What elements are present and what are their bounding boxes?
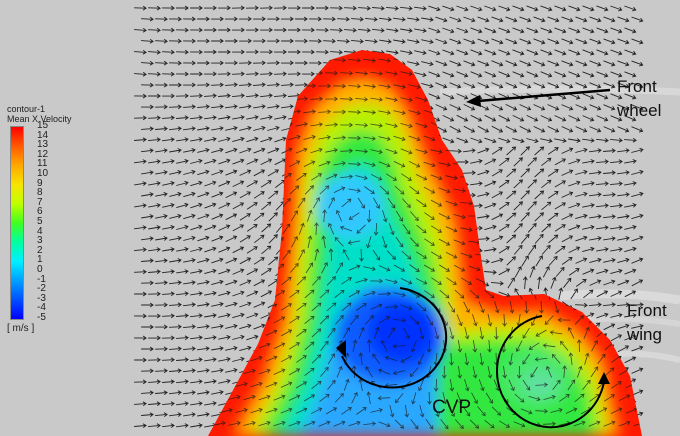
cvp-label: CVP xyxy=(432,397,472,418)
colorbar-tick-label: 15 xyxy=(37,120,49,131)
colorbar xyxy=(10,126,24,320)
colorbar-tick-label: 5 xyxy=(37,216,43,227)
colorbar-tick-label: 8 xyxy=(37,187,43,199)
colorbar-tick-label: 1 xyxy=(37,254,43,266)
right-vortex-circulation-arrow xyxy=(496,315,610,429)
legend-subtitle: Mean X Velocity xyxy=(7,114,72,124)
front-wing-label-line1: Front xyxy=(627,301,667,320)
colorbar-tick-label: -5 xyxy=(37,312,46,323)
colorbar-tick-label: -4 xyxy=(37,302,46,314)
colorbar-tick-label: 2 xyxy=(37,244,43,256)
front-wheel-pointer-arrow xyxy=(466,88,611,107)
colorbar-tick-label: -3 xyxy=(37,292,46,304)
front-wing-label-line2: wing xyxy=(627,325,662,344)
colorbar-tick-label: 3 xyxy=(37,235,43,247)
colorbar-tick-label: 7 xyxy=(37,196,43,208)
colorbar-tick-label: 10 xyxy=(37,168,49,179)
front-wheel-label-line1: Front xyxy=(617,77,657,96)
colorbar-unit: [ m/s ] xyxy=(7,323,35,334)
colorbar-tick-label: 6 xyxy=(37,206,43,218)
colorbar-tick-label: 0 xyxy=(37,264,43,275)
velocity-contour xyxy=(208,50,642,436)
legend-title: contour-1 xyxy=(7,104,46,114)
colorbar-tick-label: 14 xyxy=(37,129,49,141)
front-wheel-label-line2: wheel xyxy=(617,101,662,120)
colorbar-tick-label: 13 xyxy=(37,139,49,151)
colorbar-tick-label: -2 xyxy=(37,283,46,295)
left-vortex-circulation-arrow xyxy=(336,287,448,389)
colorbar-tick-label: 4 xyxy=(37,225,43,237)
colorbar-tick-label: 12 xyxy=(37,148,49,160)
colorbar-tick-label: -1 xyxy=(37,273,46,285)
colorbar-tick-label: 9 xyxy=(37,177,43,189)
colorbar-tick-label: 11 xyxy=(37,158,48,170)
